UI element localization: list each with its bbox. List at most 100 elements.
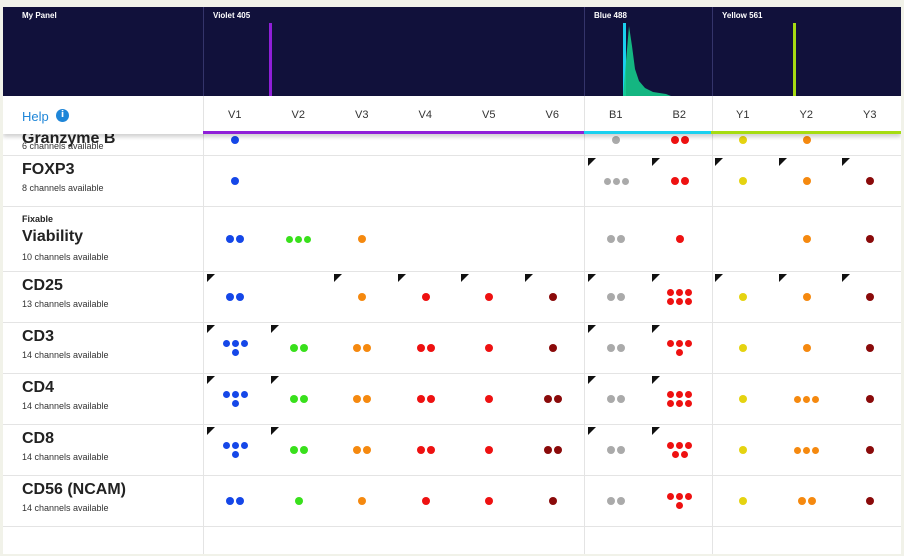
- assignment-cell-b2[interactable]: [648, 475, 712, 526]
- assignment-cell-y1[interactable]: [711, 475, 775, 526]
- laser-line-violet: [269, 23, 272, 96]
- assignment-cell-y3[interactable]: [838, 271, 901, 322]
- assignment-cell-v1[interactable]: [203, 424, 267, 475]
- assignment-cell-v2[interactable]: [267, 373, 331, 424]
- assignment-cell-y3[interactable]: [838, 213, 901, 264]
- assignment-cell-b1[interactable]: [584, 424, 648, 475]
- assignment-cell-y3[interactable]: [838, 155, 901, 206]
- fluorochrome-dot: [807, 497, 816, 505]
- fluorochrome-dots: [221, 166, 249, 196]
- help-link[interactable]: Help: [22, 109, 49, 124]
- corner-flag-icon: [842, 158, 850, 166]
- assignment-cell-v6[interactable]: [521, 322, 585, 373]
- fluorochrome-dots: [285, 333, 313, 363]
- assignment-cell-b2[interactable]: [648, 271, 712, 322]
- marker-name[interactable]: CD25: [22, 277, 63, 294]
- assignment-cell-y3[interactable]: [838, 373, 901, 424]
- assignment-cell-y1[interactable]: [711, 114, 775, 165]
- assignment-cell-v3[interactable]: [330, 475, 394, 526]
- marker-name[interactable]: CD4: [22, 379, 55, 396]
- laser-line-blue: [623, 23, 626, 96]
- assignment-cell-v1[interactable]: [203, 373, 267, 424]
- assignment-cell-v4[interactable]: [394, 322, 458, 373]
- assignment-cell-v6[interactable]: [521, 271, 585, 322]
- assignment-cell-b1[interactable]: [584, 213, 648, 264]
- laser-group-bar: [203, 131, 268, 134]
- assignment-cell-y3[interactable]: [838, 475, 901, 526]
- marker-name[interactable]: Granzyme B: [22, 130, 116, 147]
- assignment-cell-v6[interactable]: [521, 373, 585, 424]
- assignment-cell-v3[interactable]: [330, 373, 394, 424]
- marker-name[interactable]: Viability: [22, 228, 84, 245]
- assignment-cell-y2[interactable]: [775, 213, 839, 264]
- fluorochrome-dot: [676, 400, 683, 407]
- assignment-cell-v1[interactable]: [203, 475, 267, 526]
- fluorochrome-dot: [676, 442, 683, 449]
- corner-flag-icon: [651, 325, 660, 333]
- fluorochrome-dots: [539, 384, 567, 414]
- channels-available-count: 13 channels available: [22, 299, 109, 309]
- assignment-cell-v1[interactable]: [203, 114, 267, 165]
- marker-name[interactable]: CD8: [22, 430, 55, 447]
- assignment-cell-y1[interactable]: [711, 155, 775, 206]
- channel-header-y3: Y3: [863, 109, 877, 121]
- assignment-cell-b1[interactable]: [584, 322, 648, 373]
- assignment-cell-b1[interactable]: [584, 373, 648, 424]
- channel-header-v5: V5: [482, 109, 496, 121]
- assignment-cell-y2[interactable]: [775, 322, 839, 373]
- assignment-cell-v4[interactable]: [394, 475, 458, 526]
- assignment-cell-y2[interactable]: [775, 155, 839, 206]
- assignment-cell-v1[interactable]: [203, 155, 267, 206]
- assignment-cell-y1[interactable]: [711, 322, 775, 373]
- assignment-cell-b2[interactable]: [648, 373, 712, 424]
- assignment-cell-v3[interactable]: [330, 322, 394, 373]
- assignment-cell-v4[interactable]: [394, 424, 458, 475]
- assignment-cell-b1[interactable]: [584, 114, 648, 165]
- assignment-cell-y1[interactable]: [711, 373, 775, 424]
- fluorochrome-dots: [602, 166, 630, 196]
- assignment-cell-v5[interactable]: [457, 322, 521, 373]
- assignment-cell-b1[interactable]: [584, 155, 648, 206]
- marker-name[interactable]: CD3: [22, 328, 55, 345]
- assignment-cell-b2[interactable]: [648, 424, 712, 475]
- assignment-cell-y2[interactable]: [775, 475, 839, 526]
- assignment-cell-b2[interactable]: [648, 155, 712, 206]
- assignment-cell-v5[interactable]: [457, 373, 521, 424]
- assignment-cell-v5[interactable]: [457, 424, 521, 475]
- assignment-cell-v2[interactable]: [267, 424, 331, 475]
- assignment-cell-y2[interactable]: [775, 271, 839, 322]
- assignment-cell-b2[interactable]: [648, 114, 712, 165]
- assignment-cell-v3[interactable]: [330, 213, 394, 264]
- assignment-cell-v6[interactable]: [521, 475, 585, 526]
- assignment-cell-y3[interactable]: [838, 322, 901, 373]
- assignment-cell-v4[interactable]: [394, 373, 458, 424]
- assignment-cell-y1[interactable]: [711, 271, 775, 322]
- assignment-cell-v2[interactable]: [267, 322, 331, 373]
- assignment-cell-y3[interactable]: [838, 424, 901, 475]
- assignment-cell-v4[interactable]: [394, 271, 458, 322]
- assignment-cell-b1[interactable]: [584, 475, 648, 526]
- assignment-cell-b1[interactable]: [584, 271, 648, 322]
- assignment-cell-v1[interactable]: [203, 322, 267, 373]
- marker-name[interactable]: FOXP3: [22, 161, 75, 178]
- fluorochrome-dot: [299, 446, 308, 454]
- assignment-cell-y2[interactable]: [775, 373, 839, 424]
- assignment-cell-v3[interactable]: [330, 271, 394, 322]
- fluorochrome-dots: [793, 435, 821, 465]
- assignment-cell-v5[interactable]: [457, 271, 521, 322]
- assignment-cell-v1[interactable]: [203, 213, 267, 264]
- laser-group-bar: [457, 131, 522, 134]
- assignment-cell-y2[interactable]: [775, 424, 839, 475]
- assignment-cell-v2[interactable]: [267, 213, 331, 264]
- assignment-cell-b2[interactable]: [648, 213, 712, 264]
- assignment-cell-v1[interactable]: [203, 271, 267, 322]
- assignment-cell-v2[interactable]: [267, 475, 331, 526]
- assignment-cell-v6[interactable]: [521, 424, 585, 475]
- info-icon[interactable]: i: [56, 109, 69, 122]
- assignment-cell-y1[interactable]: [711, 424, 775, 475]
- assignment-cell-v5[interactable]: [457, 475, 521, 526]
- assignment-cell-b2[interactable]: [648, 322, 712, 373]
- assignment-cell-y2[interactable]: [775, 114, 839, 165]
- assignment-cell-v3[interactable]: [330, 424, 394, 475]
- marker-name[interactable]: CD56 (NCAM): [22, 481, 126, 498]
